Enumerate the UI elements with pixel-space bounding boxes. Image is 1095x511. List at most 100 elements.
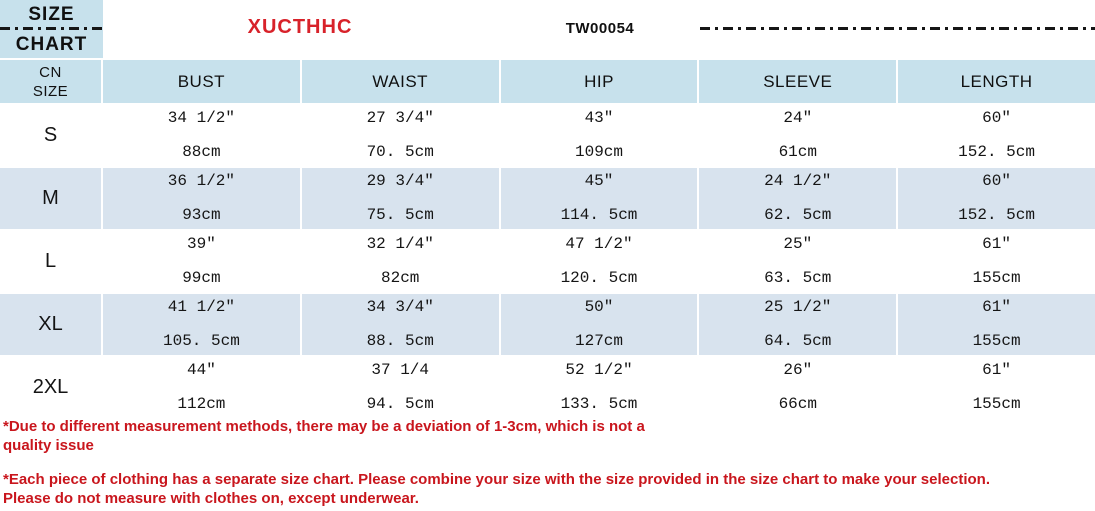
separate-size-chart-note-line1: *Each piece of clothing has a separate s… (3, 471, 990, 488)
value-cm: 105. 5cm (162, 332, 240, 350)
value-cm: 152. 5cm (958, 206, 1035, 224)
size-label: L (0, 231, 103, 292)
bust-cell: 44″ 112cm (103, 357, 302, 418)
value-cm: 66cm (778, 395, 817, 413)
value-cm: 109cm (574, 143, 623, 161)
brand-name: XUCTHHC (247, 16, 353, 38)
dash-dot-divider-right (700, 27, 1095, 30)
hip-cell: 45″ 114. 5cm (500, 168, 700, 229)
size-label: 2XL (0, 357, 103, 418)
value-cm: 112cm (177, 395, 226, 413)
value-inches: 61″ (982, 298, 1011, 316)
size-label: XL (0, 294, 103, 355)
value-inches: 34 1/2″ (167, 109, 235, 127)
size-label: M (0, 168, 103, 229)
bust-cell: 39″ 99cm (103, 231, 302, 292)
value-cm: 120. 5cm (560, 269, 638, 287)
table-row-2xl: 2XL 44″ 112cm 37 1/4 94. 5cm 52 1/2″ 133… (0, 355, 1095, 418)
corner-title-line1: SIZE (28, 3, 75, 25)
note-spacer (3, 455, 1063, 470)
value-inches: 60″ (982, 172, 1011, 190)
measurement-deviation-note-line2: quality issue (3, 437, 94, 454)
length-cell: 61″ 155cm (898, 357, 1095, 418)
bust-cell: 41 1/2″ 105. 5cm (103, 294, 302, 355)
value-cm: 155cm (972, 395, 1021, 413)
value-inches: 25 1/2″ (764, 298, 832, 316)
value-inches: 29 3/4″ (366, 172, 434, 190)
sleeve-cell: 25 1/2″ 64. 5cm (699, 294, 899, 355)
size-label: S (0, 105, 103, 166)
value-inches: 24″ (783, 109, 813, 127)
style-number: TW00054 (565, 20, 635, 37)
table-row-s: S 34 1/2″ 88cm 27 3/4″ 70. 5cm 43″ 109cm… (0, 103, 1095, 166)
value-inches: 25″ (783, 235, 813, 253)
sleeve-cell: 24 1/2″ 62. 5cm (699, 168, 899, 229)
value-cm: 75. 5cm (366, 206, 434, 224)
dash-dot-divider-left (0, 27, 103, 30)
waist-cell: 32 1/4″ 82cm (302, 231, 501, 292)
bust-cell: 34 1/2″ 88cm (103, 105, 302, 166)
hip-cell: 52 1/2″ 133. 5cm (501, 357, 700, 418)
value-inches: 43″ (584, 109, 614, 127)
value-inches: 61″ (982, 361, 1011, 379)
table-header-row: CN SIZE BUST WAIST HIP SLEEVE LENGTH (0, 58, 1095, 103)
col-header-cn-size: CN SIZE (0, 60, 103, 103)
length-cell: 61″ 155cm (898, 294, 1095, 355)
value-inches: 50″ (584, 298, 614, 316)
value-inches: 34 3/4″ (366, 298, 434, 316)
corner-title-line2: CHART (15, 33, 88, 55)
table-row-xl: XL 41 1/2″ 105. 5cm 34 3/4″ 88. 5cm 50″ … (0, 292, 1095, 355)
col-header-waist: WAIST (301, 60, 501, 103)
hip-cell: 43″ 109cm (501, 105, 700, 166)
sleeve-cell: 24″ 61cm (699, 105, 899, 166)
col-header-sleeve: SLEEVE (699, 60, 899, 103)
value-cm: 99cm (182, 269, 221, 287)
footnotes: *Due to different measurement methods, t… (3, 417, 1063, 508)
value-inches: 36 1/2″ (167, 172, 235, 190)
col-header-hip: HIP (500, 60, 700, 103)
value-cm: 155cm (972, 269, 1021, 287)
value-inches: 60″ (982, 109, 1011, 127)
value-inches: 61″ (982, 235, 1011, 253)
table-row-l: L 39″ 99cm 32 1/4″ 82cm 47 1/2″ 120. 5cm… (0, 229, 1095, 292)
separate-size-chart-note-line2: Please do not measure with clothes on, e… (3, 490, 419, 507)
value-inches: 52 1/2″ (565, 361, 633, 379)
sleeve-cell: 25″ 63. 5cm (699, 231, 899, 292)
value-cm: 127cm (574, 332, 623, 350)
value-inches: 45″ (584, 172, 614, 190)
col-header-length: LENGTH (898, 60, 1095, 103)
value-cm: 88cm (182, 143, 221, 161)
title-band: SIZE CHART XUCTHHC TW00054 (0, 0, 1095, 58)
length-cell: 61″ 155cm (898, 231, 1095, 292)
cn-size-line1: CN (39, 63, 62, 81)
sleeve-cell: 26″ 66cm (699, 357, 899, 418)
hip-cell: 47 1/2″ 120. 5cm (501, 231, 700, 292)
value-cm: 64. 5cm (764, 332, 832, 350)
value-inches: 39″ (186, 235, 216, 253)
value-inches: 26″ (783, 361, 813, 379)
table-row-m: M 36 1/2″ 93cm 29 3/4″ 75. 5cm 45″ 114. … (0, 166, 1095, 229)
value-cm: 133. 5cm (560, 395, 638, 413)
waist-cell: 29 3/4″ 75. 5cm (301, 168, 501, 229)
value-cm: 155cm (972, 332, 1021, 350)
waist-cell: 27 3/4″ 70. 5cm (302, 105, 501, 166)
measurement-deviation-note-line1: *Due to different measurement methods, t… (3, 418, 645, 435)
bust-cell: 36 1/2″ 93cm (103, 168, 302, 229)
value-inches: 32 1/4″ (366, 235, 434, 253)
value-inches: 37 1/4 (371, 361, 429, 379)
col-header-bust: BUST (103, 60, 302, 103)
value-inches: 44″ (186, 361, 216, 379)
length-cell: 60″ 152. 5cm (898, 168, 1095, 229)
value-cm: 62. 5cm (764, 206, 832, 224)
value-cm: 88. 5cm (366, 332, 434, 350)
value-cm: 114. 5cm (560, 206, 638, 224)
waist-cell: 34 3/4″ 88. 5cm (301, 294, 501, 355)
value-inches: 47 1/2″ (565, 235, 633, 253)
value-cm: 70. 5cm (366, 143, 434, 161)
waist-cell: 37 1/4 94. 5cm (302, 357, 501, 418)
hip-cell: 50″ 127cm (500, 294, 700, 355)
value-cm: 82cm (380, 269, 420, 287)
value-cm: 61cm (778, 143, 817, 161)
value-cm: 63. 5cm (764, 269, 832, 287)
